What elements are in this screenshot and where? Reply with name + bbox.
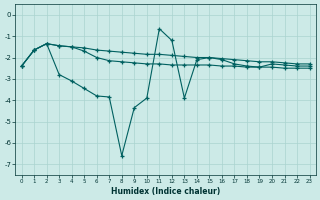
X-axis label: Humidex (Indice chaleur): Humidex (Indice chaleur)	[111, 187, 220, 196]
